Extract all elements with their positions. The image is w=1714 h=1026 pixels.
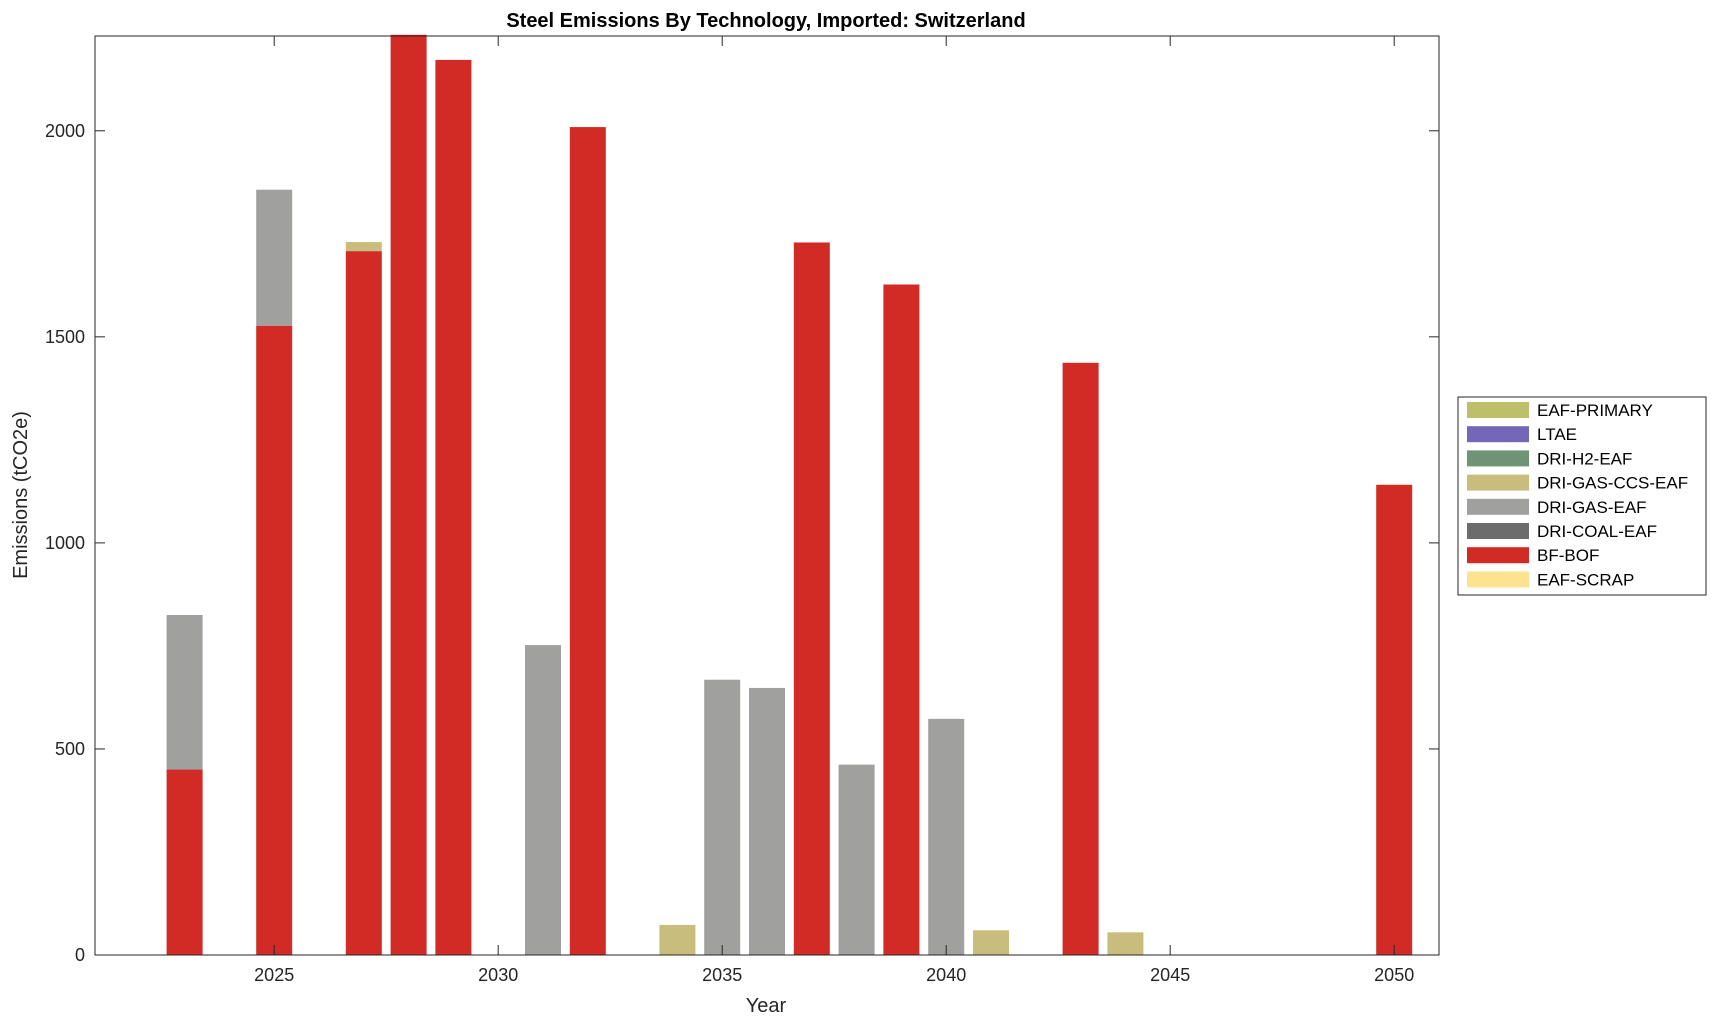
bar-2044-dri-gas-ccs-eaf (1107, 932, 1144, 955)
bar-2027-dri-gas-ccs-eaf (345, 242, 382, 252)
bar-2032-bf-bof (569, 127, 606, 955)
y-tick-label-0: 0 (75, 945, 85, 965)
bar-2027-bf-bof (345, 251, 382, 955)
x-axis-label: Year (746, 995, 787, 1017)
legend-label-dri-gas-eaf: DRI-GAS-EAF (1537, 498, 1647, 517)
chart-title: Steel Emissions By Technology, Imported:… (506, 10, 1025, 32)
x-tick-label-2035: 2035 (702, 965, 742, 985)
y-tick-label-1500: 1500 (45, 327, 85, 347)
bar-2040-dri-gas-eaf (928, 718, 965, 955)
x-tick-labels: 2025 2030 2035 2040 2045 2050 (254, 965, 1414, 985)
legend-label-eaf-scrap: EAF-SCRAP (1537, 570, 1634, 589)
bar-2025-dri-gas-eaf (256, 189, 293, 326)
legend-label-dri-gas-ccs-eaf: DRI-GAS-CCS-EAF (1537, 474, 1688, 493)
legend-swatch-eaf-scrap (1467, 571, 1529, 588)
x-tick-label-2030: 2030 (478, 965, 518, 985)
legend-swatch-bf-bof (1467, 547, 1529, 564)
legend-label-ltae: LTAE (1537, 425, 1577, 444)
bar-2034-dri-gas-ccs-eaf (659, 924, 696, 955)
bar-2023-bf-bof (166, 769, 203, 955)
bar-2043-bf-bof (1062, 362, 1099, 955)
x-tick-label-2045: 2045 (1150, 965, 1190, 985)
legend-label-eaf-primary: EAF-PRIMARY (1537, 401, 1653, 420)
legend-swatch-dri-coal-eaf (1467, 523, 1529, 539)
legend-swatch-eaf-primary (1467, 402, 1529, 418)
bar-2036-dri-gas-eaf (749, 687, 785, 955)
y-tick-label-1000: 1000 (45, 533, 85, 553)
y-tick-label-2000: 2000 (45, 121, 85, 141)
y-tick-label-500: 500 (55, 739, 85, 759)
legend-entries: EAF-PRIMARY LTAE DRI-H2-EAF DRI-GAS-CCS-EAF… (1467, 401, 1688, 589)
bar-2037-bf-bof (793, 242, 830, 956)
legend-swatch-dri-gas-ccs-eaf (1467, 474, 1529, 491)
x-tick-label-2025: 2025 (254, 965, 294, 985)
legend-label-dri-coal-eaf: DRI-COAL-EAF (1537, 522, 1657, 541)
legend-swatch-dri-h2-eaf (1467, 450, 1529, 467)
bar-2023-dri-gas-eaf (166, 615, 203, 770)
legend-swatch-ltae (1467, 426, 1529, 443)
bar-2035-dri-gas-eaf (704, 679, 741, 955)
legend-label-bf-bof: BF-BOF (1537, 546, 1599, 565)
bar-2038-dri-gas-eaf (838, 764, 875, 955)
axis-ticks (95, 36, 1439, 956)
legend-swatch-dri-gas-eaf (1467, 498, 1529, 515)
y-axis-label: Emissions (tCO2e) (10, 411, 32, 579)
bar-2031-dri-gas-eaf (525, 645, 561, 955)
bar-2029-bf-bof (435, 59, 472, 955)
bars-layer (166, 34, 1413, 956)
bar-2041-dri-gas-ccs-eaf (973, 930, 1009, 955)
bar-2025-bf-bof (256, 325, 293, 956)
x-tick-label-2050: 2050 (1374, 965, 1414, 985)
bar-2039-bf-bof (883, 284, 920, 955)
legend-label-dri-h2-eaf: DRI-H2-EAF (1537, 449, 1632, 468)
legend: EAF-PRIMARY LTAE DRI-H2-EAF DRI-GAS-CCS-EAF… (1457, 396, 1707, 596)
bar-2050-bf-bof (1376, 484, 1413, 955)
bar-2028-bf-bof (390, 34, 427, 955)
x-tick-label-2040: 2040 (926, 965, 966, 985)
plot-area-frame (94, 35, 1440, 956)
y-tick-labels: 0 500 1000 1500 2000 (45, 121, 85, 965)
